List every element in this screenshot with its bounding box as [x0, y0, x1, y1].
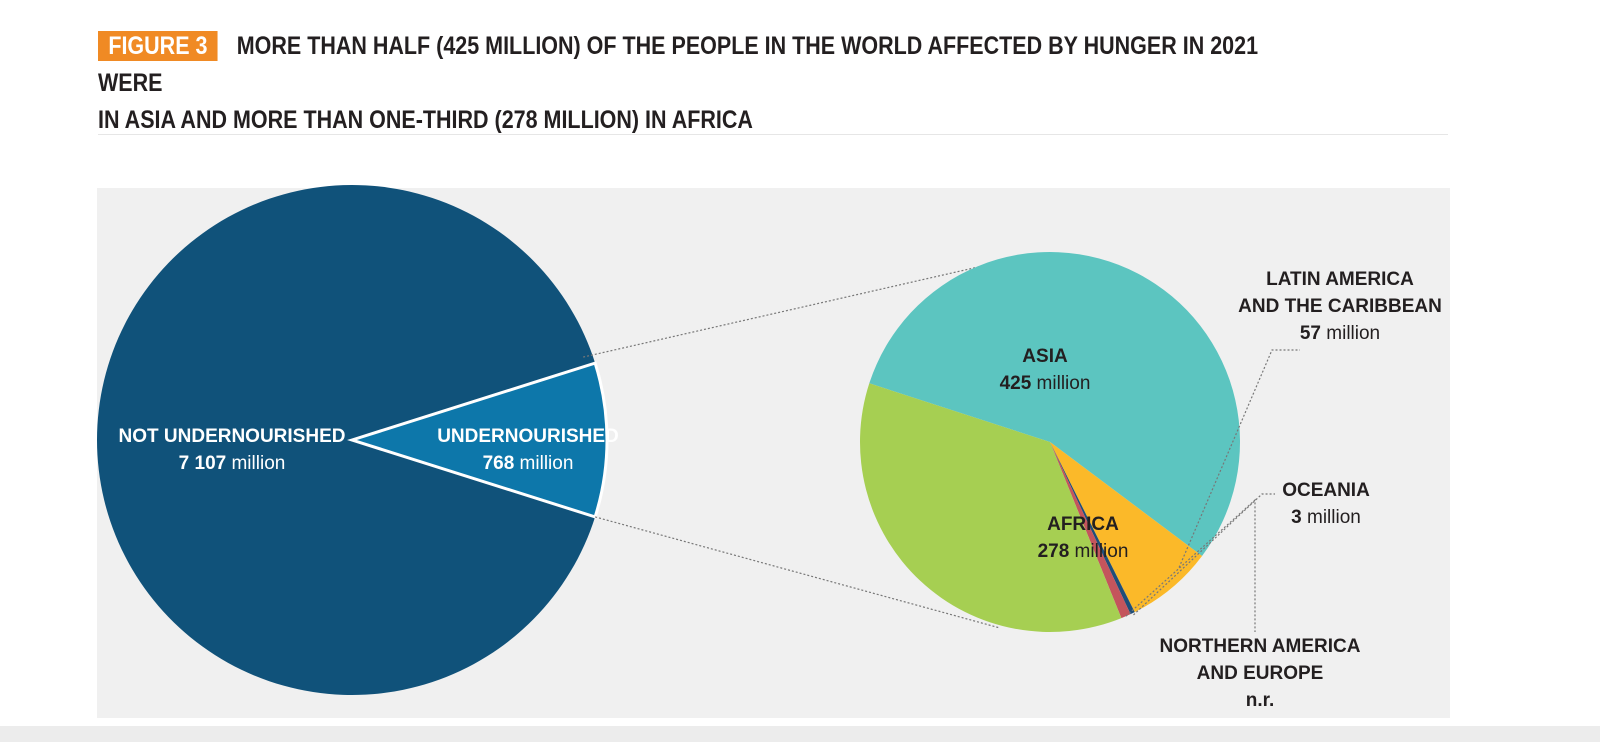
- connector-line-top: [582, 261, 1001, 358]
- slice-africa: [859, 383, 1122, 633]
- slice-latin-america-and-the-caribbean: [1050, 442, 1203, 613]
- figure-tag: FIGURE 3: [98, 31, 218, 61]
- label-northern-america-europe: NORTHERN AMERICA AND EUROPE n.r.: [1160, 636, 1361, 711]
- label-latin-america: LATIN AMERICA AND THE CARIBBEAN 57 million: [1238, 269, 1442, 344]
- slice-northern-america-and-europe: [1050, 442, 1131, 619]
- label-asia: ASIA 425 million: [1000, 346, 1091, 394]
- label-africa: AFRICA 278 million: [1038, 514, 1129, 562]
- label-not-undernourished: NOT UNDERNOURISHED 7 107 million: [119, 426, 346, 474]
- leader-oceania: [1133, 493, 1275, 616]
- slice-undernourished: [347, 361, 609, 519]
- leader-northern-america-europe: [1125, 498, 1256, 632]
- header-divider: [98, 134, 1448, 135]
- page-bottom-strip: [0, 726, 1600, 742]
- label-undernourished: UNDERNOURISHED 768 million: [437, 426, 619, 474]
- connector-line-bottom: [594, 516, 1001, 629]
- figure-title-line1: MORE THAN HALF (425 MILLION) OF THE PEOP…: [98, 32, 1259, 97]
- leader-latin-america: [1178, 349, 1300, 568]
- slice-not-undernourished: [97, 184, 596, 695]
- label-oceania: OCEANIA 3 million: [1282, 480, 1370, 528]
- slice-oceania: [1050, 442, 1135, 615]
- slice-asia: [869, 252, 1240, 556]
- figure-title-line2: IN ASIA AND MORE THAN ONE-THIRD (278 MIL…: [98, 106, 753, 134]
- figure-header: FIGURE 3 MORE THAN HALF (425 MILLION) OF …: [98, 28, 1259, 139]
